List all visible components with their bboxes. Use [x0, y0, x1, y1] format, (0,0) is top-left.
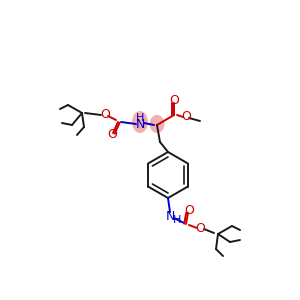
Text: N: N	[135, 118, 145, 131]
Text: O: O	[195, 221, 205, 235]
Text: O: O	[169, 94, 179, 107]
Text: H: H	[173, 215, 181, 225]
Text: N: N	[165, 209, 175, 223]
Text: O: O	[100, 109, 110, 122]
Text: O: O	[184, 205, 194, 218]
Ellipse shape	[149, 115, 164, 133]
Text: O: O	[181, 110, 191, 124]
Text: O: O	[107, 128, 117, 142]
Ellipse shape	[132, 111, 148, 133]
Text: H: H	[136, 113, 144, 123]
